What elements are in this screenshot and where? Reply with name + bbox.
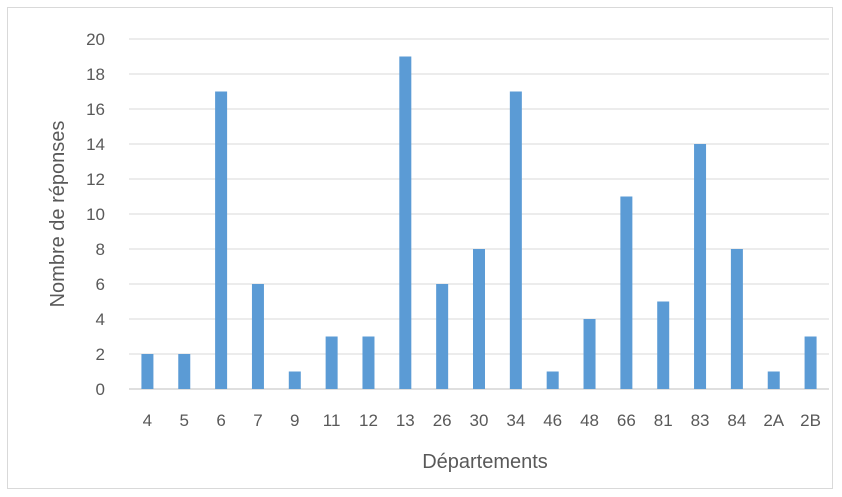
x-tick-label: 2B: [800, 411, 821, 430]
bar-2A: [767, 371, 780, 389]
y-tick-labels: 0 2 4 6 8 10 12 14 16 18 20: [86, 30, 105, 399]
y-tick-label: 18: [86, 65, 105, 84]
y-tick-label: 6: [96, 275, 105, 294]
bar-34: [509, 91, 522, 389]
bar-26: [436, 284, 449, 389]
gridlines: [129, 38, 829, 390]
x-tick-label: 5: [180, 411, 189, 430]
bar-12: [362, 336, 375, 389]
y-tick-label: 8: [96, 240, 105, 259]
x-tick-label: 26: [433, 411, 452, 430]
y-tick-label: 2: [96, 345, 105, 364]
x-tick-label: 46: [543, 411, 562, 430]
y-tick-label: 20: [86, 30, 105, 49]
y-tick-label: 16: [86, 100, 105, 119]
x-tick-label: 34: [506, 411, 525, 430]
x-tick-labels: 4 5 6 7 9 11 12 13 26 30 34 46 48 66 81 83 84 2A 2B: [143, 411, 821, 430]
x-tick-label: 48: [580, 411, 599, 430]
y-tick-label: 14: [86, 135, 105, 154]
bar-2B: [804, 336, 817, 389]
bar-7: [251, 284, 264, 389]
bar-13: [399, 56, 412, 389]
x-tick-label: 11: [323, 411, 341, 430]
x-tick-label: 9: [290, 411, 299, 430]
bars: [141, 56, 817, 389]
bar-4: [141, 354, 154, 389]
x-tick-label: 84: [727, 411, 746, 430]
y-tick-label: 12: [86, 170, 105, 189]
bar-66: [620, 196, 633, 389]
y-tick-label: 10: [86, 205, 105, 224]
x-tick-label: 6: [216, 411, 225, 430]
bar-83: [694, 144, 707, 389]
x-tick-label: 81: [654, 411, 673, 430]
bar-81: [657, 301, 670, 389]
x-tick-label: 13: [396, 411, 415, 430]
bar-30: [473, 249, 485, 389]
x-tick-label: 12: [359, 411, 378, 430]
x-tick-label: 4: [143, 411, 152, 430]
bar-46: [546, 371, 559, 389]
y-tick-label: 0: [96, 380, 105, 399]
y-axis-title: Nombre de réponses: [47, 121, 69, 308]
x-tick-label: 7: [253, 411, 262, 430]
x-tick-label: 83: [691, 411, 710, 430]
x-tick-label: 2A: [763, 411, 784, 430]
bar-9: [288, 371, 301, 389]
y-tick-label: 4: [96, 310, 105, 329]
x-tick-label: 66: [617, 411, 636, 430]
x-tick-label: 30: [470, 411, 489, 430]
bar-11: [325, 336, 338, 389]
bar-84: [730, 249, 743, 389]
bar-48: [583, 319, 596, 389]
bar-6: [215, 91, 228, 389]
bar-5: [178, 354, 191, 389]
x-axis-title: Départements: [422, 451, 548, 473]
